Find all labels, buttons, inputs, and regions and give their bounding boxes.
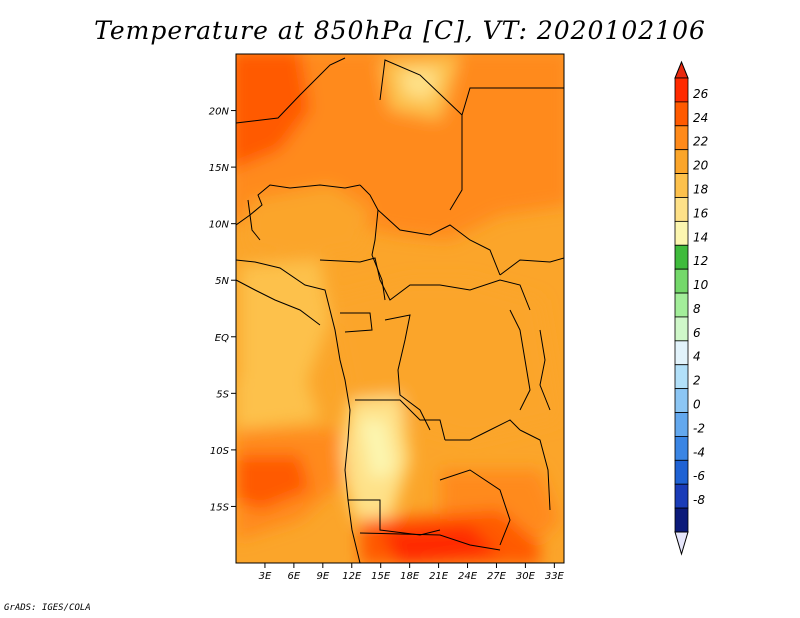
x-tick-label: 12E bbox=[342, 571, 362, 582]
colorbar-label: 26 bbox=[693, 87, 709, 101]
colorbar-label: 10 bbox=[693, 278, 709, 292]
colorbar-label: 24 bbox=[693, 111, 708, 125]
y-tick-label: 5S bbox=[216, 389, 229, 400]
temperature-field bbox=[236, 54, 564, 563]
colorbar-label: 14 bbox=[693, 230, 708, 244]
x-tick-label: 18E bbox=[400, 571, 420, 582]
colorbar-label: 8 bbox=[693, 302, 701, 316]
colorbar-label: -4 bbox=[693, 445, 705, 459]
colorbar-label: 0 bbox=[693, 398, 701, 412]
colorbar-over-arrow bbox=[674, 60, 689, 79]
x-tick-label: 33E bbox=[545, 571, 565, 582]
colorbar-swatch bbox=[674, 388, 689, 413]
colorbar-label: 6 bbox=[693, 326, 701, 340]
colorbar-swatch bbox=[674, 197, 689, 222]
y-tick-label: 20N bbox=[209, 107, 230, 118]
x-tick-label: 24E bbox=[458, 571, 478, 582]
country-borders bbox=[236, 57, 564, 563]
colorbar-label: 4 bbox=[693, 350, 701, 364]
colorbar-swatch bbox=[674, 316, 689, 342]
colorbar-swatch bbox=[674, 292, 689, 318]
y-tick-label: 10N bbox=[209, 220, 230, 231]
colorbar-swatch bbox=[674, 268, 689, 294]
y-tick-label: 5N bbox=[215, 276, 229, 287]
colorbar-swatch bbox=[674, 125, 689, 151]
colorbar-swatch bbox=[674, 436, 689, 461]
colorbar-swatch bbox=[674, 101, 689, 127]
colorbar-label: -8 bbox=[693, 493, 705, 507]
colorbar-swatch bbox=[674, 507, 689, 533]
y-tick-label: 10S bbox=[210, 446, 230, 457]
colorbar-label: 12 bbox=[693, 254, 708, 268]
colorbar-label: 22 bbox=[693, 135, 708, 149]
map-title: Temperature at 850hPa [C], VT: 202010210… bbox=[94, 16, 706, 45]
colorbar-swatch bbox=[674, 220, 689, 246]
colorbar-swatch bbox=[674, 77, 689, 103]
x-tick-label: 27E bbox=[487, 571, 507, 582]
axis-ticks: 3E 6E 9E 12E 15E 18E 21E 24E 27E 30E 33E 20N 15N 10N 5… bbox=[209, 107, 565, 582]
x-tick-label: 30E bbox=[516, 571, 536, 582]
colorbar-swatch bbox=[674, 364, 689, 390]
colorbar-label: -6 bbox=[693, 469, 705, 483]
x-tick-label: 15E bbox=[371, 571, 391, 582]
y-tick-label: 15N bbox=[209, 163, 230, 174]
colorbar-swatch bbox=[674, 340, 689, 366]
colorbar-label: 16 bbox=[693, 206, 709, 220]
colorbar-label: 20 bbox=[693, 159, 709, 173]
x-tick-label: 21E bbox=[429, 571, 449, 582]
colorbar-swatch bbox=[674, 149, 689, 174]
colorbar-label: -2 bbox=[693, 421, 705, 435]
colorbar-label: 18 bbox=[693, 182, 709, 196]
colorbar-swatch bbox=[674, 412, 689, 437]
x-tick-label: 6E bbox=[288, 571, 301, 582]
colorbar-label: 2 bbox=[693, 374, 701, 388]
colorbar-swatch bbox=[674, 244, 689, 270]
y-tick-label: 15S bbox=[210, 502, 230, 513]
colorbar-under-arrow bbox=[674, 531, 689, 556]
credit-text: GrADS: IGES/COLA bbox=[4, 603, 91, 613]
colorbar-swatch bbox=[674, 459, 689, 485]
colorbar-swatch bbox=[674, 173, 689, 198]
y-tick-label: EQ bbox=[215, 333, 229, 344]
plot-frame bbox=[235, 53, 565, 564]
x-tick-label: 3E bbox=[259, 571, 272, 582]
x-tick-label: 9E bbox=[316, 571, 329, 582]
colorbar-swatch bbox=[674, 483, 689, 509]
